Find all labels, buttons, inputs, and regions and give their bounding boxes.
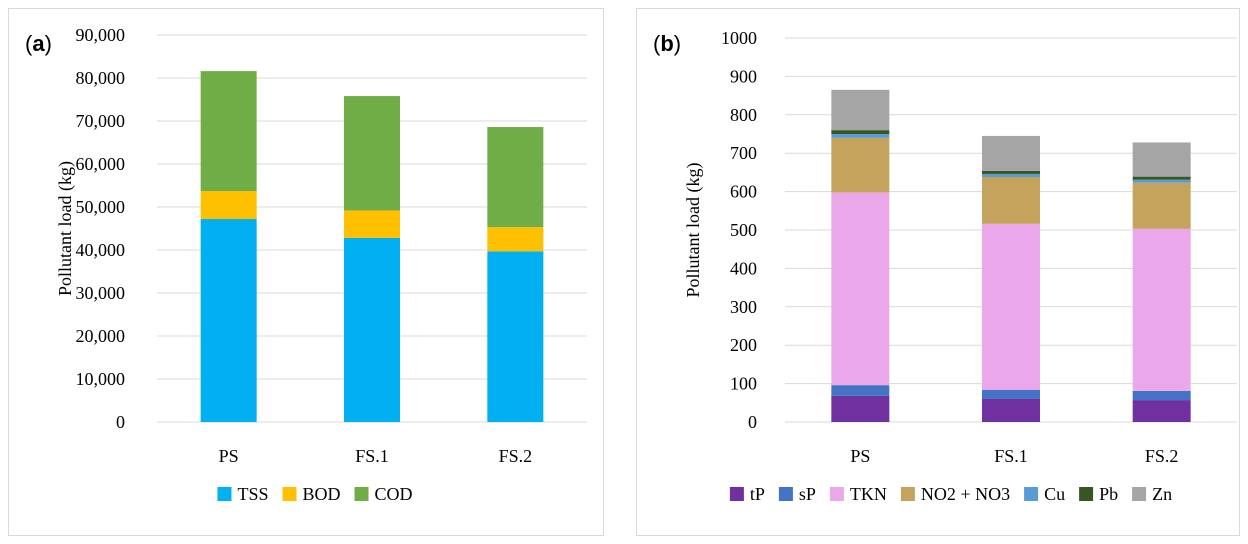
bar-segment-pb (1132, 176, 1191, 180)
bar-segment-cu (1132, 179, 1191, 183)
x-tick-label: PS (850, 446, 870, 466)
y-tick-label: 0 (748, 412, 757, 432)
legend-swatch (282, 487, 297, 501)
legend-label: sP (799, 484, 816, 504)
legend-label: COD (375, 484, 413, 504)
bar-segment-no2-no3 (1132, 182, 1191, 229)
legend-label: TSS (237, 484, 268, 504)
bar-segment-pb (831, 130, 890, 134)
bar-segment-tp (831, 395, 890, 422)
bar-segment-no2-no3 (831, 137, 890, 193)
legend-label: Cu (1044, 484, 1065, 504)
y-tick-label: 40,000 (76, 240, 126, 260)
bar-segment-tp (982, 398, 1040, 422)
bar-segment-tss (200, 219, 257, 422)
chart-panel-b: (b) 0 100 200 300 400 500 600 700 800 900 1000 Poll… (636, 8, 1240, 536)
y-tick-label: 700 (730, 143, 757, 163)
legend-swatch (778, 487, 793, 501)
bar-segment-tkn (1132, 228, 1191, 391)
y-tick-label: 800 (730, 105, 757, 125)
y-axis-title: Pollutant load (kg) (683, 163, 704, 298)
legend-swatch (900, 487, 915, 501)
panel-label-b: (b) (653, 31, 682, 56)
y-tick-label: 900 (730, 66, 757, 86)
legend-label: tP (750, 484, 765, 504)
x-tick-label: PS (219, 446, 239, 466)
bar-segment-no2-no3 (982, 177, 1040, 224)
bar-segment-pb (982, 170, 1040, 174)
x-tick-label: FS.1 (355, 446, 389, 466)
y-tick-label: 0 (116, 412, 125, 432)
y-tick-label: 60,000 (76, 154, 126, 174)
chart-panel-a: (a) 0 10,000 20,000 30,000 40,000 50,000 60,00… (8, 8, 604, 536)
y-tick-label: 90,000 (76, 25, 126, 45)
legend-swatch (354, 487, 369, 501)
y-tick-label: 20,000 (76, 326, 126, 346)
bar-segment-tss (344, 237, 400, 422)
legend-swatch (1079, 487, 1094, 501)
bar-segment-bod (344, 210, 400, 238)
bar-segment-tkn (831, 192, 890, 386)
bar-segment-cu (982, 173, 1040, 178)
bar-segment-cod (200, 71, 257, 192)
y-tick-label: 500 (730, 220, 757, 240)
legend-swatch (829, 487, 844, 501)
y-axis-title: Pollutant load (kg) (55, 161, 76, 296)
legend-swatch (729, 487, 744, 501)
legend-label: Zn (1152, 484, 1172, 504)
y-tick-label: 1000 (721, 28, 757, 48)
legend-swatch (1132, 487, 1147, 501)
y-tick-label: 400 (730, 258, 757, 278)
y-tick-label: 30,000 (76, 283, 126, 303)
bar-segment-bod (200, 191, 257, 220)
legend-swatch (1024, 487, 1039, 501)
legend-label: TKN (850, 484, 887, 504)
bar-segment-bod (487, 227, 544, 252)
y-tick-label: 70,000 (76, 111, 126, 131)
bar-segment-zn (982, 135, 1040, 171)
legend-label: Pb (1099, 484, 1118, 504)
bar-segment-sp (831, 385, 890, 396)
y-tick-label: 300 (730, 297, 757, 317)
x-tick-label: FS.2 (499, 446, 533, 466)
y-tick-label: 100 (730, 374, 757, 394)
y-tick-label: 10,000 (76, 369, 126, 389)
panel-label-a: (a) (25, 31, 52, 56)
chart-a-svg: 0 10,000 20,000 30,000 40,000 50,000 60,000 70,… (55, 25, 587, 504)
y-tick-label: 50,000 (76, 197, 126, 217)
y-tick-label: 80,000 (76, 68, 126, 88)
chart-b-svg: 0 100 200 300 400 500 600 700 800 900 1000 Pollutan… (683, 28, 1237, 504)
bar-segment-cod (487, 127, 544, 228)
x-tick-label: FS.2 (1145, 446, 1179, 466)
y-tick-label: 600 (730, 182, 757, 202)
legend-label: NO2 + NO3 (921, 484, 1010, 504)
bar-segment-sp (982, 389, 1040, 399)
bar-segment-cu (831, 134, 890, 138)
bar-segment-sp (1132, 390, 1191, 401)
bar-segment-tp (1132, 400, 1191, 422)
bar-segment-tkn (982, 223, 1040, 390)
bar-segment-zn (1132, 142, 1191, 177)
legend-swatch (217, 487, 232, 501)
bar-segment-cod (344, 96, 400, 211)
legend-label: BOD (303, 484, 341, 504)
y-tick-label: 200 (730, 335, 757, 355)
bar-segment-tss (487, 251, 544, 422)
x-tick-label: FS.1 (994, 446, 1028, 466)
bar-segment-zn (831, 89, 890, 131)
